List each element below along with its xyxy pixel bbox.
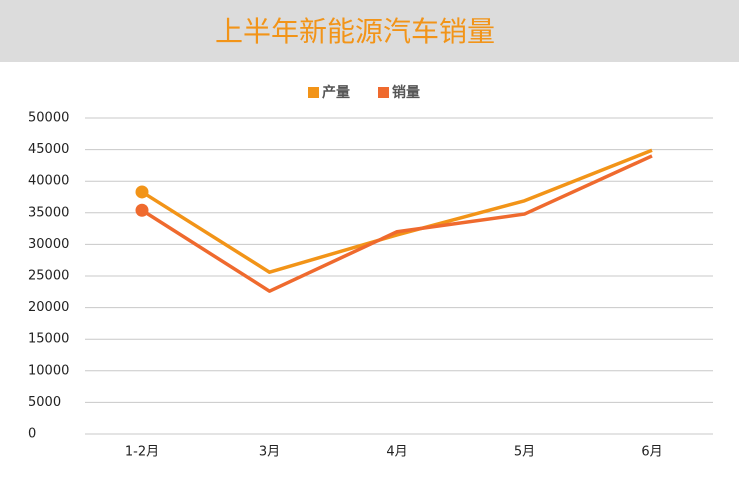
- legend-label: 销量: [392, 84, 420, 101]
- x-tick-label: 4月: [386, 445, 407, 460]
- y-tick-label: 50000: [28, 111, 69, 126]
- x-tick-label: 3月: [259, 445, 280, 460]
- legend-label: 产量: [322, 84, 350, 101]
- chart-title: 上半年新能源汽车销量: [215, 15, 495, 48]
- x-tick-label: 5月: [514, 445, 535, 460]
- y-tick-label: 0: [28, 427, 36, 442]
- y-tick-label: 25000: [28, 269, 69, 284]
- title-band: [0, 0, 739, 62]
- y-tick-label: 35000: [28, 205, 69, 220]
- start-dot: [135, 203, 149, 217]
- series-line: [141, 154, 653, 293]
- legend-swatch: [378, 87, 389, 98]
- y-tick-label: 5000: [28, 395, 61, 410]
- y-tick-label: 45000: [28, 142, 69, 157]
- y-tick-label: 15000: [28, 332, 69, 347]
- y-tick-label: 40000: [28, 174, 69, 189]
- series-line: [141, 148, 653, 274]
- y-tick-label: 10000: [28, 363, 69, 378]
- legend-swatch: [308, 87, 319, 98]
- y-tick-label: 30000: [28, 237, 69, 252]
- x-tick-label: 1-2月: [125, 445, 159, 460]
- start-dot: [135, 185, 149, 199]
- x-tick-label: 6月: [641, 445, 662, 460]
- y-tick-label: 20000: [28, 300, 69, 315]
